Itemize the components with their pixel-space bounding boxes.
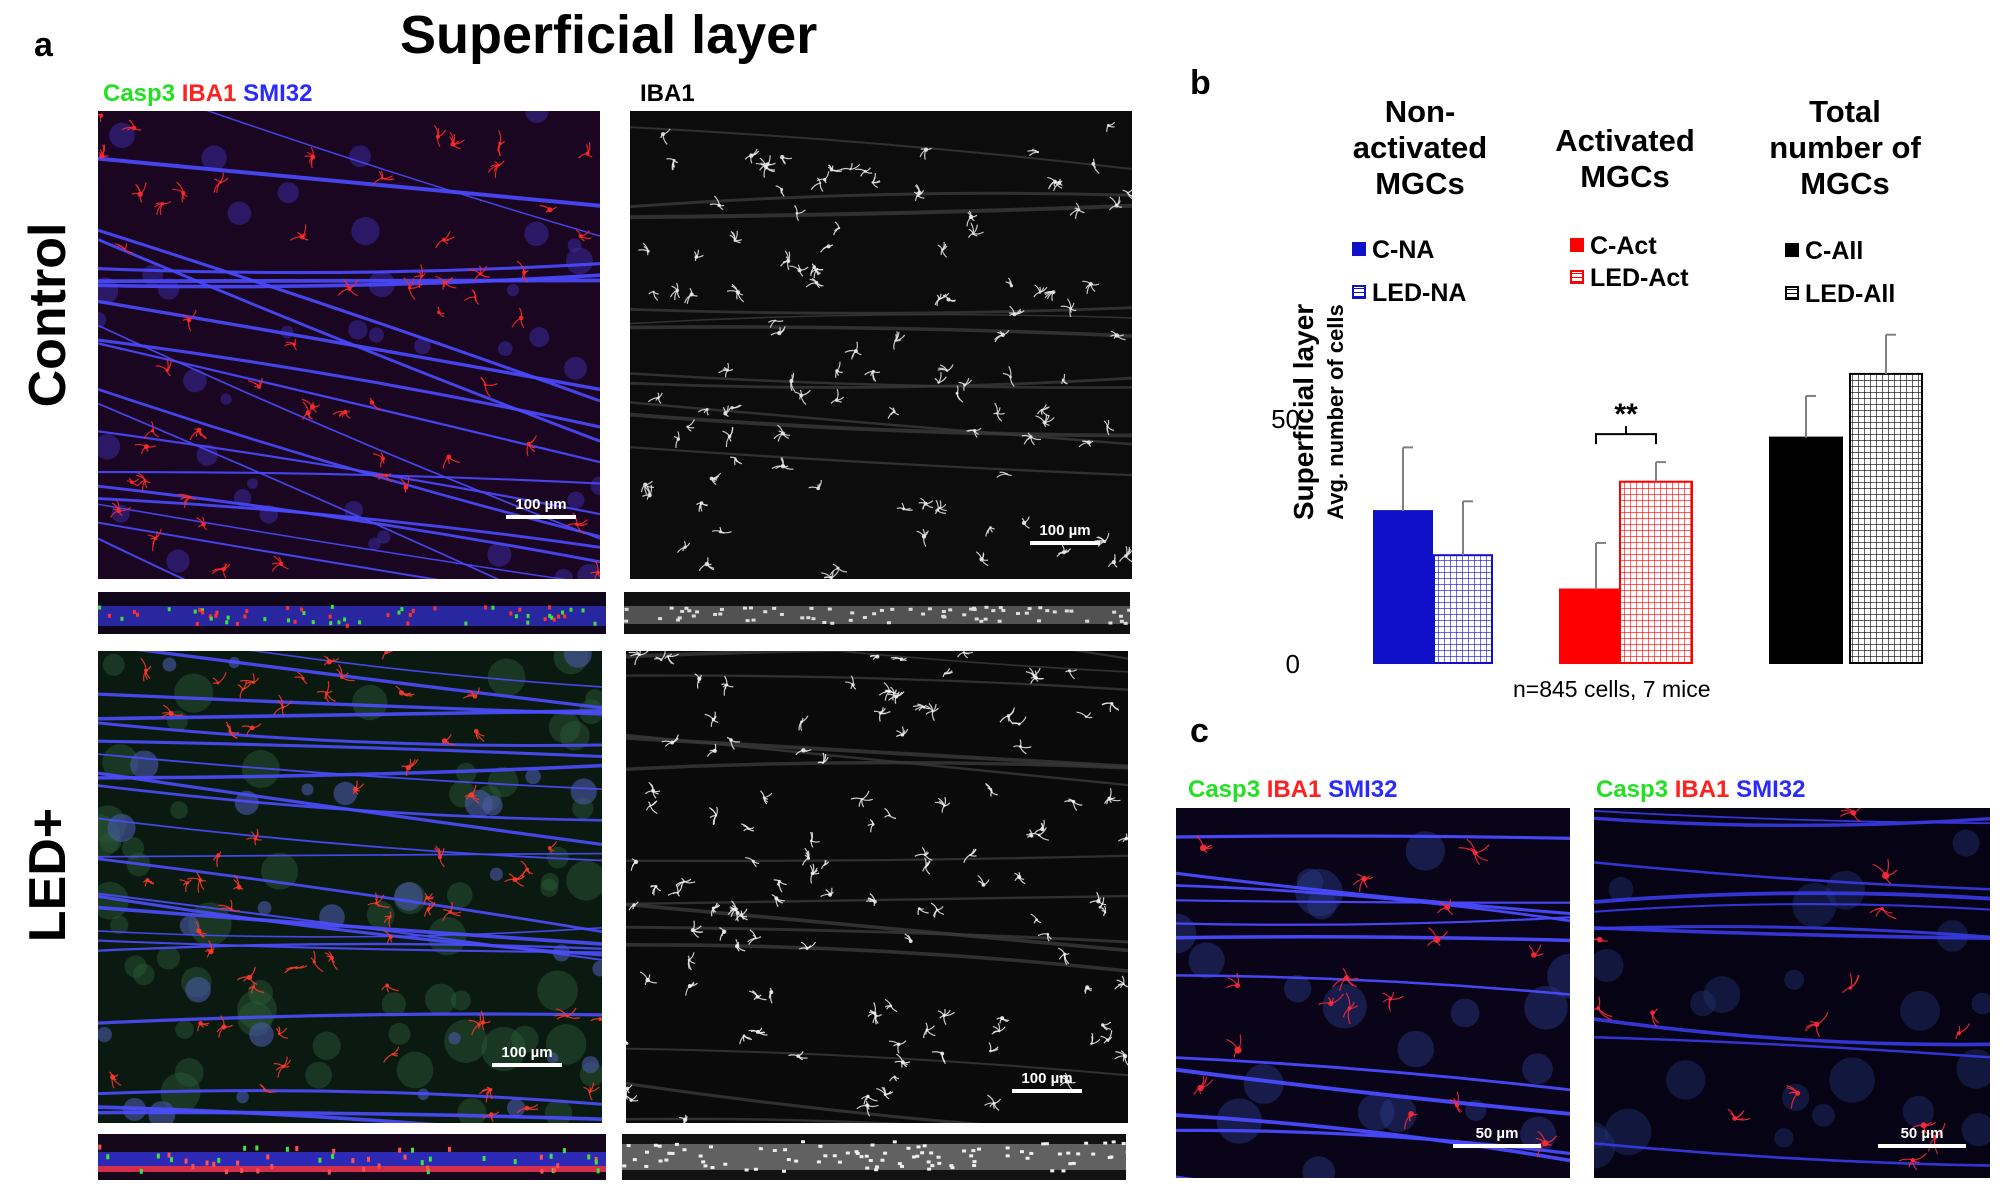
figure-title: Superficial layer	[400, 5, 818, 65]
bar-led-all	[1849, 372, 1923, 665]
micrograph-control-merged: 100 µm	[98, 111, 600, 579]
scalebar-control-iba1-label: 100 µm	[1039, 522, 1090, 539]
legend-swatch-led-na	[1352, 285, 1366, 300]
row-label-led: LED+	[19, 807, 77, 943]
scalebar-control-merged-label: 100 µm	[515, 496, 566, 513]
legend-label-c-all: C-All	[1805, 237, 1864, 265]
orthoview-control-merged	[98, 592, 606, 634]
legend-swatch-c-act	[1570, 238, 1584, 253]
orthoview-led-iba1	[622, 1134, 1126, 1180]
legend-label-led-na: LED-NA	[1372, 279, 1467, 307]
significance-bracket-0	[1595, 426, 1657, 445]
group-header-activated: Activated MGCs	[1555, 123, 1695, 194]
y-tick-1: 50	[1271, 404, 1300, 434]
legend-swatch-c-all	[1785, 243, 1799, 258]
panel-c-letter: c	[1190, 712, 1209, 750]
legend-led-act: LED-Act	[1570, 264, 1689, 293]
y-tick-0: 0	[1286, 649, 1300, 679]
orthoview-led-merged-svg	[98, 1144, 606, 1175]
c2-stain-1: IBA1	[1668, 776, 1730, 803]
micrograph-led-merged-svg: 100 µm	[98, 651, 602, 1123]
bar-c-na	[1373, 510, 1433, 664]
orthoview-control-iba1	[624, 592, 1130, 634]
legend-label-led-all: LED-All	[1805, 280, 1896, 308]
scalebar-led-iba1-label: 100 µm	[1021, 1070, 1072, 1087]
row-label-control: Control	[19, 222, 77, 408]
legend-swatch-led-all	[1785, 286, 1799, 301]
sample-size-note: n=845 cells, 7 mice	[1513, 676, 1711, 702]
legend-label-c-na: C-NA	[1372, 236, 1435, 264]
legend-led-na: LED-NA	[1352, 279, 1466, 308]
micrograph-c-control: 50 µm	[1176, 808, 1570, 1178]
bar-led-na	[1433, 554, 1493, 664]
micrograph-control-iba1: 100 µm	[630, 111, 1132, 579]
legend-led-all: LED-All	[1785, 280, 1895, 309]
bar-chart: 050***	[1271, 333, 1923, 679]
legend-label-c-act: C-Act	[1590, 232, 1657, 260]
a-stain-0: Casp3	[103, 80, 176, 107]
scalebar-c-led-label: 50 µm	[1901, 1125, 1944, 1142]
legend-swatch-led-act	[1570, 270, 1584, 285]
orthoview-led-merged	[98, 1134, 606, 1180]
stain-label-merged-c2: Casp3 IBA1 SMI32	[1596, 776, 1805, 804]
a-stain-2: SMI32	[236, 80, 313, 107]
a-stain-1: IBA1	[175, 80, 237, 107]
legend-c-act: C-Act	[1570, 232, 1657, 261]
stain-label-iba1-a: IBA1	[640, 80, 695, 107]
group-header-total: Total number of MGCs	[1769, 94, 1921, 201]
micrograph-c-led-svg: 50 µm	[1594, 808, 1990, 1171]
scalebar-c-control-label: 50 µm	[1476, 1125, 1519, 1142]
micrograph-led-iba1: 100 µm	[626, 651, 1128, 1123]
panel-b-letter: b	[1190, 64, 1211, 102]
stain-label-merged-c1: Casp3 IBA1 SMI32	[1188, 776, 1397, 804]
legend-swatch-c-na	[1352, 242, 1366, 257]
c1-stain-0: Casp3	[1188, 776, 1261, 803]
orthoview-control-merged-svg	[98, 604, 606, 628]
scalebar-led-merged-label: 100 µm	[501, 1044, 552, 1061]
legend-c-na: C-NA	[1352, 236, 1435, 265]
micrograph-led-merged: 100 µm	[98, 651, 602, 1123]
c2-stain-2: SMI32	[1729, 776, 1806, 803]
orthoview-control-iba1-svg	[624, 605, 1130, 625]
significance-label-0: **	[1614, 398, 1638, 431]
c1-stain-2: SMI32	[1321, 776, 1398, 803]
c2-stain-0: Casp3	[1596, 776, 1669, 803]
micrograph-c-led: 50 µm	[1594, 808, 1990, 1178]
stain-label-merged-a: Casp3 IBA1 SMI32	[103, 80, 312, 108]
panel-a-letter: a	[34, 26, 53, 64]
micrograph-control-merged-svg: 100 µm	[98, 111, 600, 579]
legend-label-led-act: LED-Act	[1590, 264, 1689, 292]
bar-led-act	[1619, 480, 1693, 664]
micrograph-led-iba1-svg: 100 µm	[626, 651, 1128, 1123]
micrograph-c-control-svg: 50 µm	[1176, 831, 1570, 1178]
orthoview-led-iba1-svg	[622, 1140, 1126, 1173]
bar-c-all	[1769, 436, 1843, 664]
micrograph-control-iba1-svg: 100 µm	[630, 121, 1132, 579]
legend-c-all: C-All	[1785, 237, 1863, 266]
c1-stain-1: IBA1	[1260, 776, 1322, 803]
group-header-non-activated: Non- activated MGCs	[1352, 94, 1488, 201]
